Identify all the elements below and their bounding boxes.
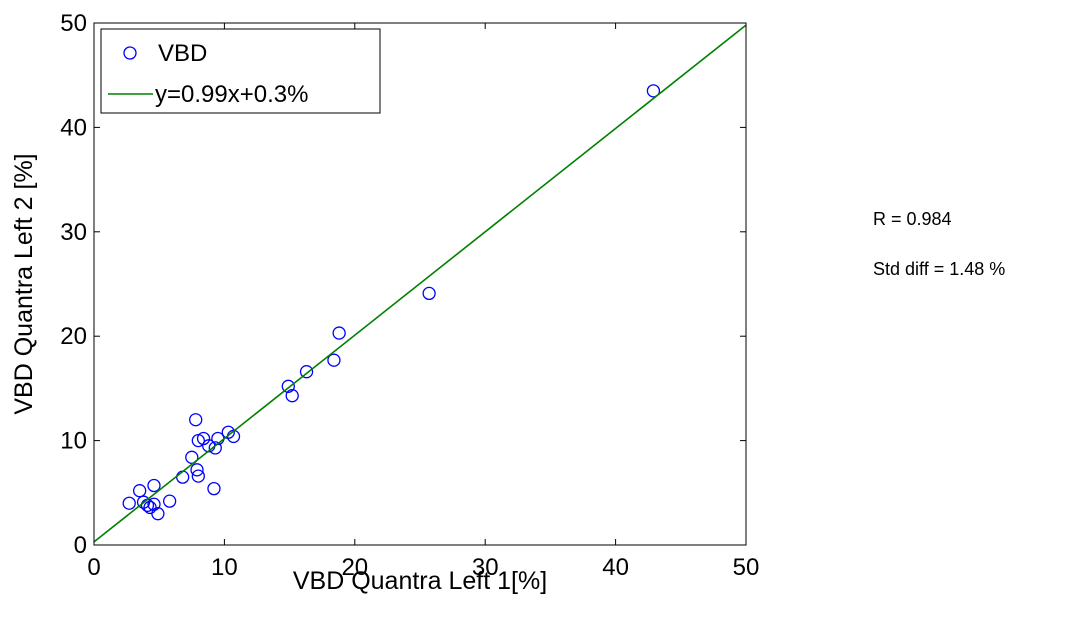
data-point [162, 494, 177, 508]
r-value: R = 0.984 [873, 209, 952, 229]
data-point [147, 478, 161, 493]
y-axis-label: VBD Quantra Left 2 [%] [10, 153, 38, 414]
legend: VBD y=0.99x+0.3% [100, 28, 381, 114]
data-point [327, 353, 341, 367]
std-diff-value: Std diff = 1.48 % [873, 259, 1006, 279]
data-point [646, 84, 661, 98]
legend-label-fit: y=0.99x+0.3% [155, 81, 308, 108]
data-point [132, 484, 147, 498]
legend-box [100, 28, 381, 114]
data-point [422, 286, 436, 301]
axis-ticks: 0 10 20 30 40 50 0 10 20 30 40 50 [60, 10, 759, 581]
x-tick-label: 10 [211, 554, 238, 581]
x-tick-label: 20 [341, 554, 368, 581]
x-tick-label: 0 [87, 554, 100, 581]
data-point [281, 379, 295, 393]
data-point [147, 497, 161, 511]
legend-label-vbd: VBD [158, 40, 207, 67]
data-point [151, 507, 165, 521]
y-tick-label: 40 [60, 114, 87, 141]
data-point [207, 481, 221, 496]
y-tick-label: 10 [60, 428, 87, 455]
y-tick-label: 50 [60, 10, 87, 37]
legend-marker-vbd [123, 46, 137, 60]
stats-panel: R = 0.984 Std diff = 1.48 % [873, 208, 1005, 308]
data-point [122, 496, 136, 510]
data-point [185, 450, 199, 464]
data-point [299, 365, 314, 379]
fit-line-group [93, 24, 747, 543]
data-point [189, 413, 203, 427]
x-tick-label: 30 [472, 554, 499, 581]
data-points [122, 84, 661, 521]
y-tick-label: 30 [60, 219, 87, 246]
data-point [208, 441, 222, 455]
data-point [191, 469, 205, 483]
y-tick-label: 0 [74, 532, 87, 559]
data-point [285, 389, 299, 403]
data-point [190, 463, 204, 477]
fit-line [93, 24, 747, 543]
x-axis-label: VBD Quantra Left 1[%] [293, 567, 547, 595]
data-point [332, 326, 346, 340]
y-tick-label: 20 [60, 323, 87, 350]
x-tick-label: 50 [733, 554, 760, 581]
x-tick-label: 40 [602, 554, 629, 581]
